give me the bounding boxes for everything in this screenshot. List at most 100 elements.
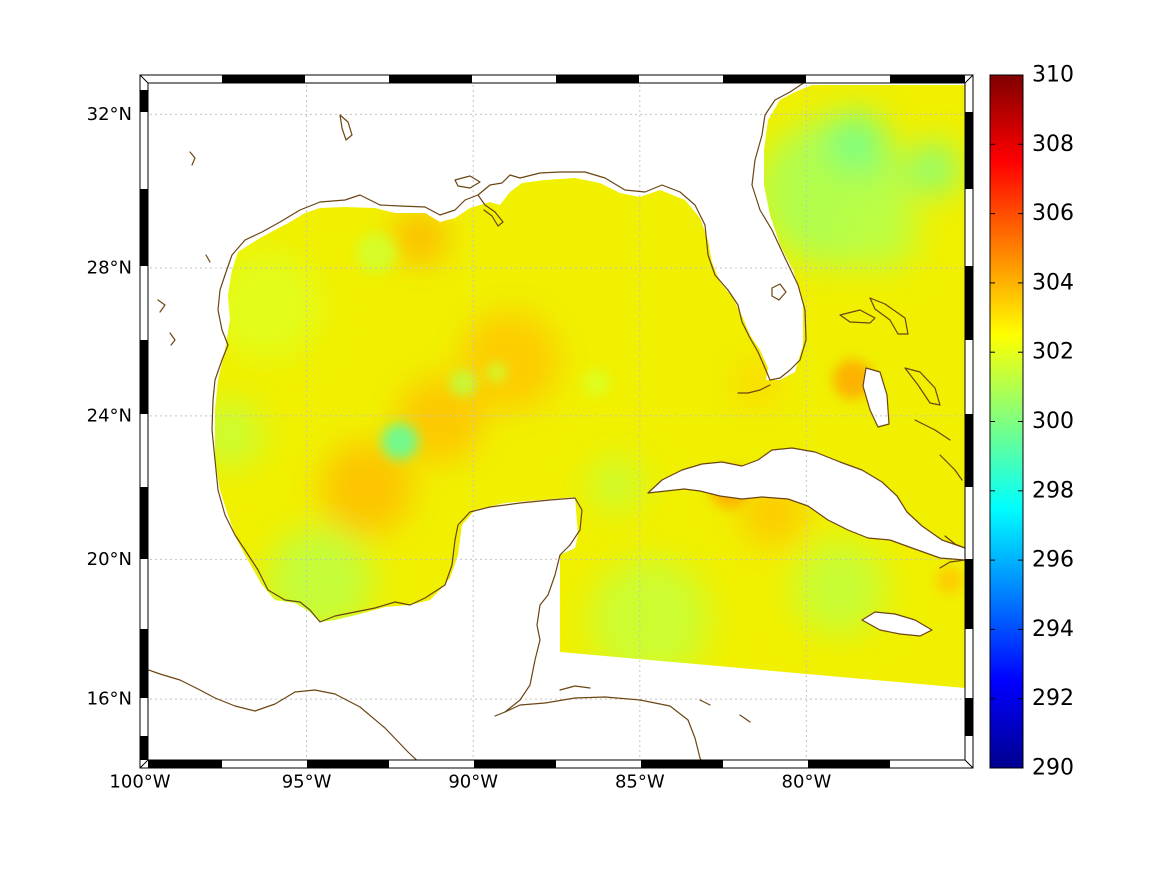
coastline-abaco: [869, 297, 909, 335]
frame-segment: [965, 559, 973, 629]
field-sample: [393, 211, 447, 265]
colorbar-tick-label: 310: [1032, 63, 1074, 88]
frame-segment: [389, 75, 472, 83]
frame-segment: [723, 75, 806, 83]
frame-segment: [140, 487, 148, 559]
field-sample: [906, 142, 960, 196]
graticule: [148, 83, 965, 760]
field-sample: [589, 559, 710, 680]
field-sample: [215, 252, 320, 359]
frame-corner: [139, 74, 974, 769]
latitude-tick-label: 20°N: [87, 549, 132, 570]
coastlines: [148, 83, 965, 760]
field-sample: [583, 369, 610, 397]
coastline-us-gulf-florida: [224, 83, 807, 381]
field-sample: [833, 359, 873, 400]
frame-segment: [140, 629, 148, 698]
longitude-tick-label: 95°W: [282, 772, 332, 793]
temperature-field: [215, 85, 965, 688]
colorbar-ticks: [990, 74, 1023, 769]
field-sample: [936, 567, 963, 594]
frame-segment: [474, 760, 556, 768]
coastline-inland-lake-5: [205, 254, 211, 263]
longitude-tick-label: 80°W: [782, 772, 832, 793]
coastline-mexico-gulf: [211, 274, 583, 717]
field-sample: [381, 423, 419, 460]
colorbar-tick-label: 296: [1032, 548, 1074, 573]
colorbar-tick-label: 298: [1032, 478, 1074, 503]
coastline-mississippi-delta: [477, 194, 504, 227]
coastline-inland-lake-2: [189, 151, 196, 166]
frame-segment: [140, 189, 148, 266]
field-sample: [589, 457, 644, 512]
longitude-tick-label: 90°W: [448, 772, 498, 793]
colorbar-tick-label: 304: [1032, 270, 1074, 295]
latitude-tick-label: 28°N: [87, 257, 132, 278]
longitude-tick-labels: 100°W 95°W 90°W 85°W 80°W: [109, 772, 831, 793]
field-sample: [709, 468, 750, 509]
field-sample: [486, 362, 507, 383]
field-sample: [266, 527, 374, 634]
frame-segment: [965, 414, 973, 487]
colorbar-tick-label: 306: [1032, 201, 1074, 226]
field-sample: [826, 111, 887, 172]
colorbar-tick-label: 290: [1032, 756, 1074, 781]
coastline-lake-okeechobee: [771, 283, 787, 301]
frame-segment: [307, 760, 389, 768]
coastline-hispaniola: [939, 535, 965, 569]
field-sample: [320, 441, 414, 535]
frame-segment: [965, 112, 973, 189]
latitude-tick-labels: 32°N 28°N 24°N 20°N 16°N: [87, 104, 132, 710]
field-sample: [739, 479, 807, 547]
frame-segment: [808, 760, 890, 768]
frame-segment: [140, 340, 148, 414]
coastline-inland-lake-1: [339, 114, 353, 141]
colorbar-tick-labels: 310 308 306 304 302 300 298 296 294 292 290: [1032, 63, 1074, 781]
map-frame: [139, 74, 974, 769]
coastline-central-america-caribbean: [504, 696, 702, 760]
longitude-tick-label: 85°W: [615, 772, 665, 793]
field-sample: [396, 376, 484, 463]
field-sample: [793, 541, 887, 635]
field-sample: [839, 190, 920, 271]
coastline-eleuthera: [904, 367, 941, 406]
latitude-tick-label: 24°N: [87, 405, 132, 426]
frame-segment: [140, 90, 148, 112]
frame-segment: [148, 760, 222, 768]
colorbar-tick-label: 308: [1032, 132, 1074, 157]
colorbar-tick-label: 292: [1032, 686, 1074, 711]
colorbar-tick-label: 302: [1032, 340, 1074, 365]
coastline-lake-pontchartrain: [454, 175, 481, 189]
frame-segment: [965, 266, 973, 340]
coastline-inland-lake-3: [157, 299, 166, 313]
coastline-cuba: [647, 447, 965, 561]
map-interior: [148, 83, 965, 760]
coastline-honduras-islands: [559, 685, 751, 723]
coastline-bahamas-south: [914, 419, 963, 481]
coastline-pacific: [148, 669, 418, 760]
frame-segment: [641, 760, 723, 768]
frame-segment: [965, 698, 973, 736]
frame-segment: [140, 736, 148, 760]
frame-segment: [890, 75, 965, 83]
colorbar-tick-label: 300: [1032, 409, 1074, 434]
frame-segment: [222, 75, 305, 83]
coastline-jamaica: [861, 611, 933, 637]
coastline-grand-bahama: [839, 309, 876, 324]
field-sample: [356, 232, 397, 273]
colorbar: 310 308 306 304 302 300 298 296 294 292 290: [989, 63, 1074, 781]
frame-segment: [556, 75, 639, 83]
coastline-andros: [862, 367, 890, 428]
field-sample: [733, 359, 780, 407]
field-sample: [449, 369, 477, 397]
field-sample: [459, 311, 560, 411]
latitude-tick-label: 32°N: [87, 104, 132, 125]
temperature-field-large-features: [215, 111, 960, 680]
latitude-tick-label: 16°N: [87, 689, 132, 710]
colorbar-tick-label: 294: [1032, 617, 1074, 642]
longitude-tick-label: 100°W: [109, 772, 170, 793]
coastline-inland-lake-4: [169, 332, 176, 346]
field-sample: [215, 400, 264, 468]
